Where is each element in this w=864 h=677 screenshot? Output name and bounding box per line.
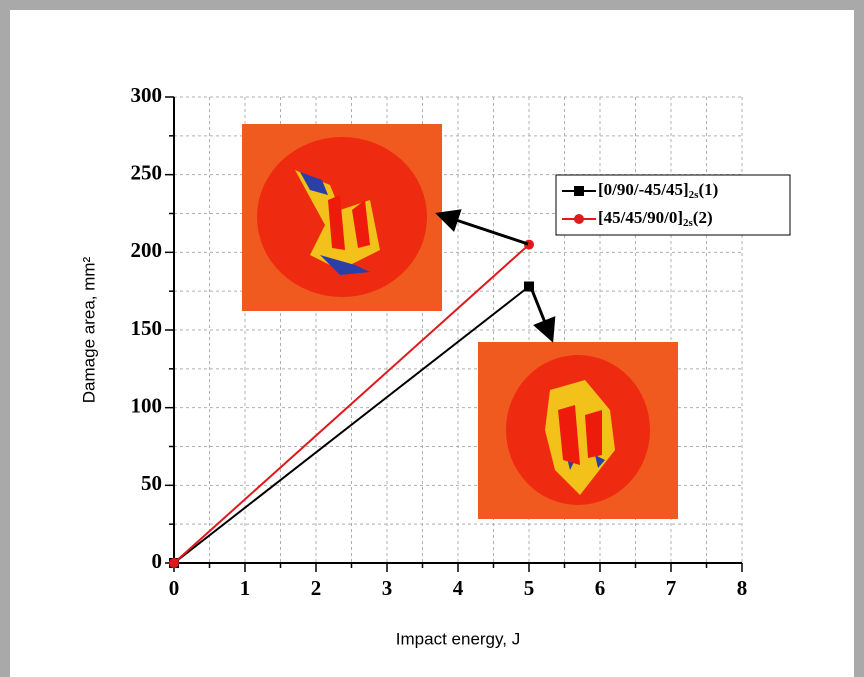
x-tick-label: 5 <box>524 576 535 600</box>
series-line <box>173 285 530 564</box>
y-tick-label: 50 <box>141 471 162 495</box>
inset-image-2 <box>478 342 678 519</box>
x-axis-label: Impact energy, J <box>396 629 520 648</box>
inset-damage <box>328 195 370 250</box>
plot: 0 1 2 3 4 5 6 7 8 0 50 100 150 200 250 300 <box>131 83 748 600</box>
y-tick-label: 100 <box>131 393 163 417</box>
legend-box <box>555 174 791 236</box>
x-tick-label: 2 <box>311 576 322 600</box>
marker <box>524 281 534 292</box>
x-tick-label: 1 <box>240 576 251 600</box>
legend-label: [45/45/90/0]2s(2) <box>598 208 713 229</box>
x-tick-label: 6 <box>595 576 606 600</box>
chart: Impact energy, J Damage area, mm² 0 1 2 3 4 5… <box>10 10 854 677</box>
y-tick-label: 250 <box>131 160 163 184</box>
x-tick-label: 4 <box>453 576 464 600</box>
series-line <box>173 243 530 564</box>
y-axis-label: Damage area, mm² <box>79 256 98 403</box>
y-tick-label: 0 <box>152 549 163 573</box>
inset-damage <box>300 172 370 275</box>
marker <box>574 186 584 196</box>
legend-label: [0/90/-45/45]2s(1) <box>598 180 718 201</box>
inset-damage <box>558 405 602 465</box>
inset-image-1 <box>242 124 442 311</box>
x-tick-label: 0 <box>169 576 180 600</box>
legend: [0/90/-45/45]2s(1) [45/45/90/0]2s(2) <box>555 174 791 236</box>
arrows <box>435 209 556 343</box>
arrow <box>435 209 529 246</box>
y-tick-label: 200 <box>131 238 163 262</box>
marker <box>169 558 179 568</box>
marker <box>574 214 584 224</box>
y-tick-label: 300 <box>131 83 163 107</box>
x-tick-label: 3 <box>382 576 393 600</box>
x-tick-label: 8 <box>737 576 748 600</box>
arrow <box>530 289 556 343</box>
y-tick-label: 150 <box>131 316 163 340</box>
x-tick-label: 7 <box>666 576 677 600</box>
